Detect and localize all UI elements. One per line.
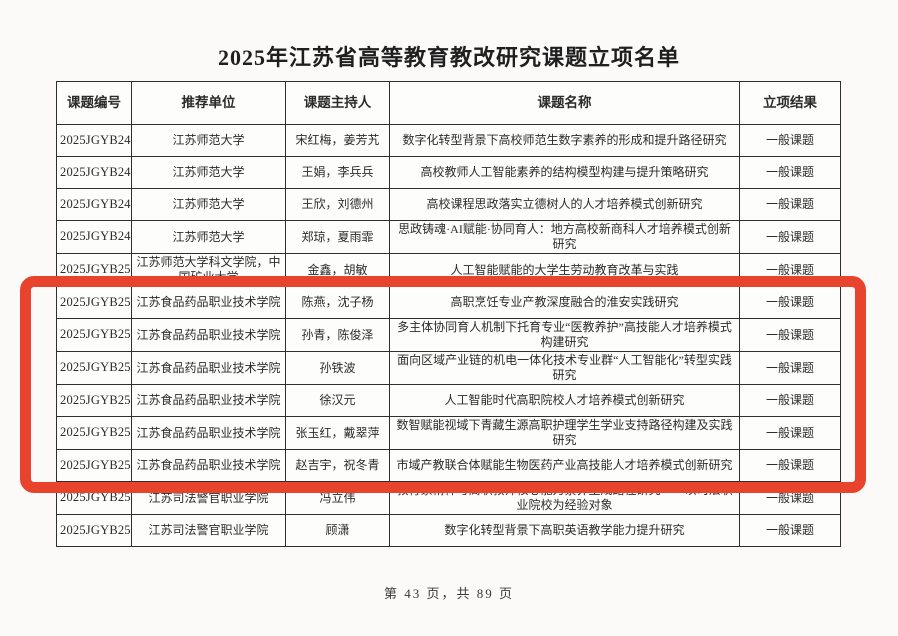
- table-row: 2025JGYB258 江苏司法警官职业学院 顾潇 数字化转型背景下高职英语教学…: [56, 514, 841, 547]
- header-project-name: 课题名称: [389, 81, 740, 125]
- table-row: 2025JGYB254 江苏食品药品职业技术学院 徐汉元 人工智能时代高职院校人…: [56, 384, 841, 417]
- project-id-cell: 2025JGYB246: [56, 124, 132, 157]
- project-id-cell: 2025JGYB248: [56, 188, 132, 221]
- project-title-cell: 数字化转型背景下高校师范生数字素养的形成和提升路径研究: [389, 124, 740, 157]
- header-leader: 课题主持人: [285, 81, 390, 125]
- table-row: 2025JGYB252 江苏食品药品职业技术学院 孙青，陈俊泽 多主体协同育人机…: [56, 318, 841, 352]
- unit-cell: 江苏食品药品职业技术学院: [131, 416, 286, 450]
- leader-cell: 张玉红，戴翠萍: [285, 416, 390, 450]
- result-cell: 一般课题: [739, 188, 841, 221]
- project-title-cell: 面向区域产业链的机电一体化技术专业群“人工智能化”转型实践研究: [389, 351, 740, 385]
- unit-cell: 江苏食品药品职业技术学院: [131, 449, 286, 482]
- table-body: 2025JGYB246 江苏师范大学 宋红梅，姜芳艽 数字化转型背景下高校师范生…: [56, 124, 841, 547]
- unit-cell: 江苏食品药品职业技术学院: [131, 286, 286, 319]
- project-id-cell: 2025JGYB249: [56, 220, 132, 254]
- unit-cell: 江苏司法警官职业学院: [131, 514, 286, 547]
- result-cell: 一般课题: [739, 514, 841, 547]
- project-title-cell: 思政铸魂·AI赋能·协同育人：地方高校新商科人才培养模式创新研究: [389, 220, 740, 254]
- leader-cell: 孙青，陈俊泽: [285, 318, 390, 352]
- result-cell: 一般课题: [739, 124, 841, 157]
- unit-cell: 江苏食品药品职业技术学院: [131, 351, 286, 385]
- leader-cell: 冯立伟: [285, 481, 390, 515]
- result-cell: 一般课题: [739, 220, 841, 254]
- leader-cell: 王娟，李兵兵: [285, 156, 390, 189]
- result-cell: 一般课题: [739, 318, 841, 352]
- table-row: 2025JGYB251 江苏食品药品职业技术学院 陈燕，沈子杨 高职烹饪专业产教…: [56, 286, 841, 319]
- unit-cell: 江苏师范大学: [131, 124, 286, 157]
- table-row: 2025JGYB255 江苏食品药品职业技术学院 张玉红，戴翠萍 数智赋能视域下…: [56, 416, 841, 450]
- project-title-cell: 多主体协同育人机制下托育专业“医教养护”高技能人才培养模式构建研究: [389, 318, 740, 352]
- leader-cell: 徐汉元: [285, 384, 390, 417]
- table-row: 2025JGYB248 江苏师范大学 王欣，刘德州 高校课程思政落实立德树人的人…: [56, 188, 841, 221]
- result-cell: 一般课题: [739, 351, 841, 385]
- projects-table: 课题编号 推荐单位 课题主持人 课题名称 立项结果 2025JGYB246 江苏…: [56, 81, 841, 547]
- unit-cell: 江苏司法警官职业学院: [131, 481, 286, 515]
- project-id-cell: 2025JGYB247: [56, 156, 132, 189]
- result-cell: 一般课题: [739, 156, 841, 189]
- header-result: 立项结果: [739, 81, 841, 125]
- unit-cell: 江苏师范大学: [131, 156, 286, 189]
- project-title-cell: 高职烹饪专业产教深度融合的淮安实践研究: [389, 286, 740, 319]
- project-title-cell: 教育家精神与高职教师核心能力素养生成路径研究——以司法职业院校为经验对象: [389, 481, 740, 515]
- page-title: 2025年江苏省高等教育教改研究课题立项名单: [217, 45, 680, 70]
- unit-cell: 江苏师范大学科文学院，中国矿业大学: [131, 253, 286, 287]
- result-cell: 一般课题: [739, 384, 841, 417]
- leader-cell: 顾潇: [285, 514, 390, 547]
- unit-cell: 江苏师范大学: [131, 220, 286, 254]
- project-id-cell: 2025JGYB253: [56, 351, 132, 385]
- result-cell: 一般课题: [739, 449, 841, 482]
- header-project-id: 课题编号: [56, 81, 132, 125]
- unit-cell: 江苏食品药品职业技术学院: [131, 318, 286, 352]
- leader-cell: 王欣，刘德州: [285, 188, 390, 221]
- leader-cell: 金鑫，胡敏: [285, 253, 390, 287]
- unit-cell: 江苏师范大学: [131, 188, 286, 221]
- result-cell: 一般课题: [739, 416, 841, 450]
- table-row: 2025JGYB249 江苏师范大学 郑琼，夏雨霏 思政铸魂·AI赋能·协同育人…: [56, 220, 841, 254]
- leader-cell: 孙铁波: [285, 351, 390, 385]
- project-title-cell: 数智赋能视域下青藏生源高职护理学生学业支持路径构建及实践研究: [389, 416, 740, 450]
- project-id-cell: 2025JGYB250: [56, 253, 132, 287]
- table-row: 2025JGYB253 江苏食品药品职业技术学院 孙铁波 面向区域产业链的机电一…: [56, 351, 841, 385]
- project-id-cell: 2025JGYB257: [56, 481, 132, 515]
- result-cell: 一般课题: [739, 481, 841, 515]
- project-title-cell: 人工智能时代高职院校人才培养模式创新研究: [389, 384, 740, 417]
- leader-cell: 赵吉宇，祝冬青: [285, 449, 390, 482]
- project-id-cell: 2025JGYB251: [56, 286, 132, 319]
- table-row: 2025JGYB246 江苏师范大学 宋红梅，姜芳艽 数字化转型背景下高校师范生…: [56, 124, 841, 157]
- project-title-cell: 高校教师人工智能素养的结构模型构建与提升策略研究: [389, 156, 740, 189]
- leader-cell: 宋红梅，姜芳艽: [285, 124, 390, 157]
- table-row: 2025JGYB256 江苏食品药品职业技术学院 赵吉宇，祝冬青 市域产教联合体…: [56, 449, 841, 482]
- leader-cell: 陈燕，沈子杨: [285, 286, 390, 319]
- table-header-row: 课题编号 推荐单位 课题主持人 课题名称 立项结果: [56, 81, 841, 125]
- project-title-cell: 高校课程思政落实立德树人的人才培养模式创新研究: [389, 188, 740, 221]
- project-title-cell: 人工智能赋能的大学生劳动教育改革与实践: [389, 253, 740, 287]
- project-title-cell: 市域产教联合体赋能生物医药产业高技能人才培养模式创新研究: [389, 449, 740, 482]
- unit-cell: 江苏食品药品职业技术学院: [131, 384, 286, 417]
- project-id-cell: 2025JGYB252: [56, 318, 132, 352]
- table-row: 2025JGYB257 江苏司法警官职业学院 冯立伟 教育家精神与高职教师核心能…: [56, 481, 841, 515]
- table-row: 2025JGYB250 江苏师范大学科文学院，中国矿业大学 金鑫，胡敏 人工智能…: [56, 253, 841, 287]
- project-id-cell: 2025JGYB254: [56, 384, 132, 417]
- result-cell: 一般课题: [739, 286, 841, 319]
- result-cell: 一般课题: [739, 253, 841, 287]
- project-id-cell: 2025JGYB258: [56, 514, 132, 547]
- header-unit: 推荐单位: [131, 81, 286, 125]
- table-row: 2025JGYB247 江苏师范大学 王娟，李兵兵 高校教师人工智能素养的结构模…: [56, 156, 841, 189]
- project-id-cell: 2025JGYB256: [56, 449, 132, 482]
- project-id-cell: 2025JGYB255: [56, 416, 132, 450]
- page-number: 第 43 页，共 89 页: [383, 586, 514, 601]
- leader-cell: 郑琼，夏雨霏: [285, 220, 390, 254]
- project-title-cell: 数字化转型背景下高职英语教学能力提升研究: [389, 514, 740, 547]
